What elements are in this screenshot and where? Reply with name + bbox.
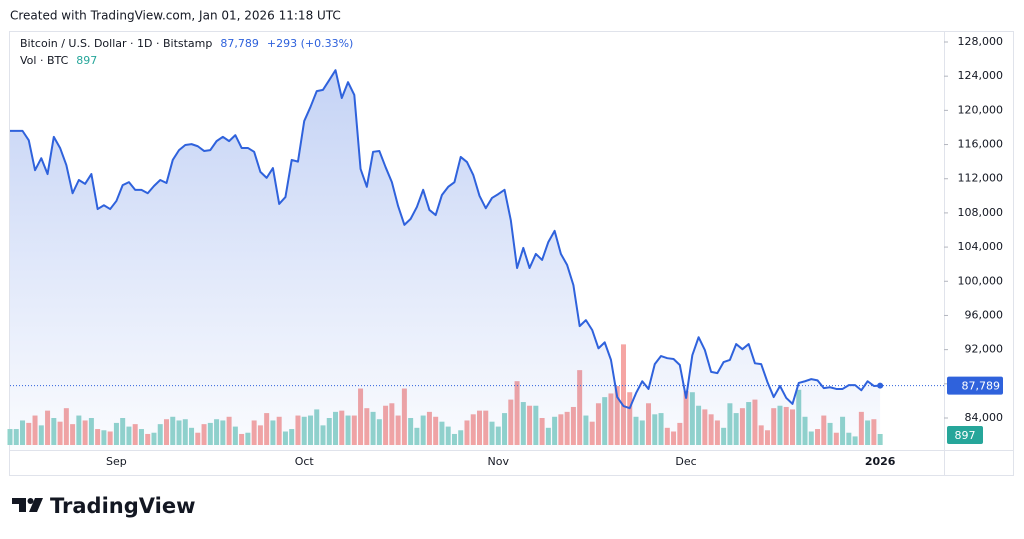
y-tick-label: 92,000 (965, 343, 1004, 356)
volume-badge (947, 426, 983, 444)
brand-name: TradingView (50, 494, 195, 518)
brand-logo (12, 498, 43, 512)
x-tick-label: Dec (675, 455, 696, 468)
y-tick-label: 104,000 (958, 240, 1004, 253)
y-tick-label: 84,000 (965, 411, 1004, 424)
chart-frame (9, 31, 1014, 476)
y-tick-label: 96,000 (965, 308, 1004, 321)
volume-badge-label: 897 (955, 429, 976, 442)
price-badge-label: 87,789 (962, 380, 1001, 393)
price-line (10, 69, 881, 410)
created-note: Created with TradingView.com, Jan 01, 20… (10, 9, 341, 23)
y-tick-label: 120,000 (958, 103, 1004, 116)
y-tick-label: 124,000 (958, 69, 1004, 82)
x-tick-label: Sep (106, 455, 127, 468)
price-badge (947, 376, 1003, 395)
last-point (877, 382, 884, 389)
volume-bar (620, 344, 626, 445)
price-area (10, 70, 881, 450)
last-volume: 897 (76, 54, 97, 67)
y-tick-label: 128,000 (958, 35, 1004, 48)
x-tick-label: Oct (295, 455, 315, 468)
price-change: +293 (+0.33%) (267, 37, 353, 50)
y-tick-label: 100,000 (958, 274, 1004, 287)
x-tick-label: Nov (488, 455, 510, 468)
chart-title: Bitcoin / U.S. Dollar · 1D · Bitstamp (20, 37, 212, 50)
y-tick-label: 108,000 (958, 206, 1004, 219)
y-tick-label: 112,000 (958, 172, 1004, 185)
last-price: 87,789 (220, 37, 259, 50)
plot: 84,00088,00092,00096,000100,000104,00010… (7, 35, 1004, 468)
volume-label: Vol · BTC (20, 54, 69, 67)
x-tick-label: 2026 (865, 455, 896, 468)
y-tick-label: 116,000 (958, 138, 1004, 151)
